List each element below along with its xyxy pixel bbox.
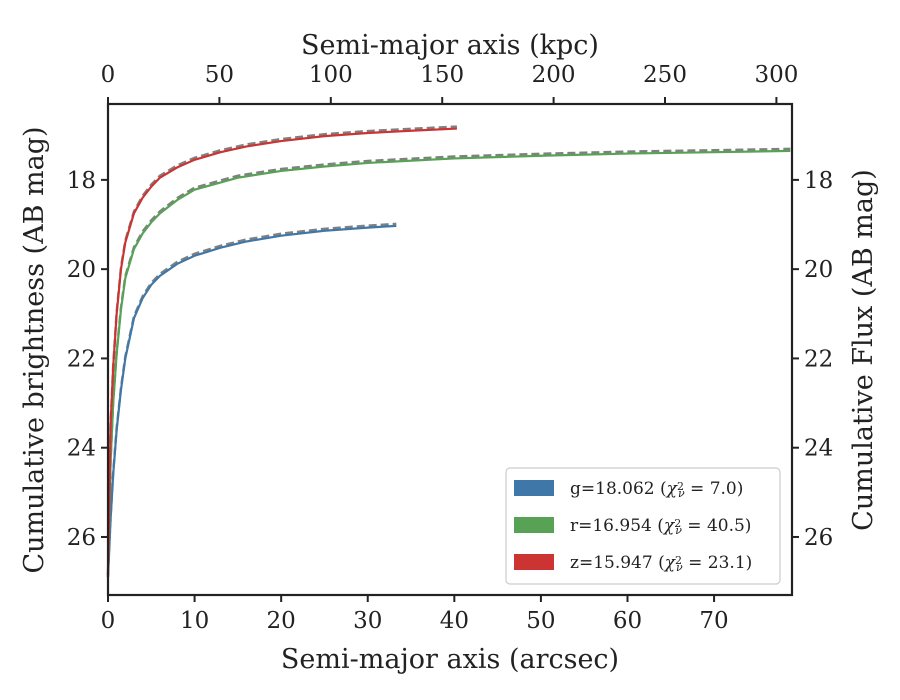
x2-tick-label: 0 (101, 62, 116, 88)
series-model-line-2 (106, 125, 457, 576)
x-tick-label: 0 (101, 608, 116, 634)
x-tick-label: 40 (440, 608, 469, 634)
x2-tick-label: 300 (754, 62, 798, 88)
y-tick-label: 24 (67, 436, 96, 462)
y2-tick-label: 26 (804, 525, 833, 551)
x-tick-label: 60 (613, 608, 642, 634)
legend-label-2: z=15.947 (χ2 ν = 23.1) (570, 553, 752, 574)
x2-tick-label: 200 (532, 62, 576, 88)
series-line-0 (106, 224, 397, 578)
x-tick-label: 70 (699, 608, 728, 634)
x-tick-label: 50 (526, 608, 555, 634)
y-tick-label: 20 (67, 257, 96, 283)
x-tick-label: 10 (180, 608, 209, 634)
x2-tick-label: 150 (420, 62, 464, 88)
x2-tick-label: 50 (205, 62, 234, 88)
series-model-line-0 (106, 222, 397, 576)
y2-tick-label: 20 (804, 257, 833, 283)
x-tick-label: 20 (267, 608, 296, 634)
series-model-line-1 (106, 147, 791, 576)
y2-axis-label: Cumulative Flux (AB mag) (848, 169, 879, 531)
y-axis-left: 18 20 22 24 26 (67, 168, 108, 551)
series-line-2 (106, 127, 457, 578)
x-tick-label: 30 (353, 608, 382, 634)
plot-frame (106, 102, 794, 597)
x2-tick-label: 100 (309, 62, 353, 88)
y-tick-label: 22 (67, 346, 96, 372)
legend-swatch-1 (514, 517, 554, 533)
legend-label-0: g=18.062 (χ2 ν = 7.0) (570, 479, 743, 500)
y-axis-label: Cumulative brightness (AB mag) (19, 126, 50, 573)
plot-content (106, 125, 791, 578)
legend-box (505, 467, 781, 585)
y-axis-right: 18 20 22 24 26 (792, 168, 833, 551)
y2-tick-label: 18 (804, 168, 833, 194)
legend-swatch-0 (514, 480, 554, 496)
y2-tick-label: 22 (804, 346, 833, 372)
x2-axis-label: Semi-major axis (kpc) (301, 30, 599, 61)
x2-tick-label: 250 (643, 62, 687, 88)
series-line-1 (106, 149, 791, 578)
y-tick-label: 18 (67, 168, 96, 194)
x-axis-top: 0 50 100 150 200 250 300 (101, 62, 798, 104)
legend-swatch-2 (514, 554, 554, 570)
legend-label-1: r=16.954 (χ2 ν = 40.5) (570, 516, 751, 537)
x-axis-label: Semi-major axis (arcsec) (281, 644, 619, 675)
y-tick-label: 26 (67, 525, 96, 551)
y2-tick-label: 24 (804, 436, 833, 462)
legend: g=18.062 (χ2 ν = 7.0) r=16.954 (χ2 ν = 40.5… (505, 467, 781, 585)
x-axis-bottom: 0 10 20 30 40 50 60 70 (101, 595, 729, 634)
